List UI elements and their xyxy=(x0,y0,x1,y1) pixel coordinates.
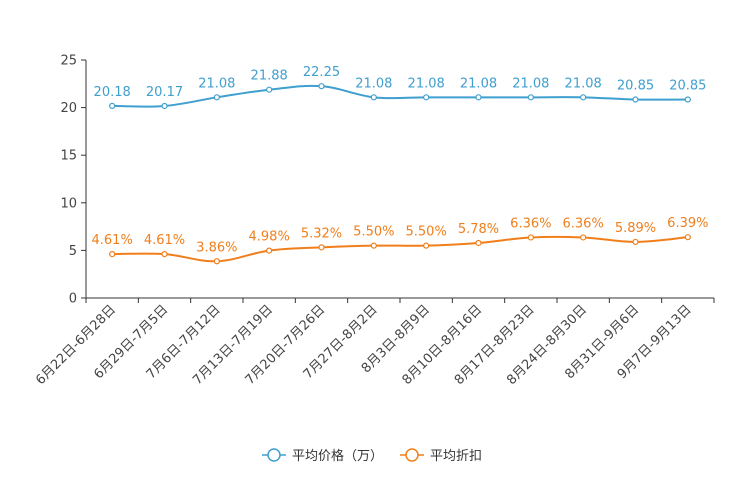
data-point xyxy=(161,102,168,110)
data-label: 5.32% xyxy=(301,226,342,241)
data-point xyxy=(527,234,534,241)
data-point xyxy=(370,94,377,101)
data-label: 4.61% xyxy=(144,233,185,248)
data-point xyxy=(213,258,220,265)
data-label: 5.50% xyxy=(406,225,447,240)
data-label: 5.50% xyxy=(353,225,394,240)
series-2: 4.61% 4.61% 3.86% 4.98% 5.32% 5.50% 5.50% 5.78%… xyxy=(92,216,708,265)
data-label: 6.36% xyxy=(510,216,551,231)
data-label: 4.98% xyxy=(249,230,290,245)
data-label: 21.08 xyxy=(198,76,235,91)
legend-item-2: 平均折扣 xyxy=(400,448,482,464)
data-point xyxy=(109,251,116,258)
y-tick-label: 5 xyxy=(69,244,77,259)
series-1: 20.18 20.17 21.08 21.88 22.25 21.08 21.08 21.08… xyxy=(94,65,706,110)
data-label: 21.08 xyxy=(355,76,392,91)
y-tick-label: 10 xyxy=(60,196,77,211)
data-point xyxy=(266,86,273,93)
data-point xyxy=(527,94,534,101)
data-label: 5.78% xyxy=(458,222,499,237)
data-point xyxy=(423,94,430,101)
data-point xyxy=(370,242,377,249)
data-point xyxy=(266,247,273,254)
data-point xyxy=(632,96,639,103)
data-label: 3.86% xyxy=(196,240,237,255)
data-point xyxy=(684,234,691,241)
legend-item-1: 平均价格（万） xyxy=(262,448,383,464)
data-label: 21.08 xyxy=(460,76,497,91)
data-label: 21.08 xyxy=(512,76,549,91)
data-label: 21.88 xyxy=(251,69,288,84)
data-point xyxy=(423,242,430,249)
data-label: 6.39% xyxy=(667,216,708,231)
data-point xyxy=(161,251,168,258)
data-point xyxy=(580,94,587,101)
series-line xyxy=(112,235,688,263)
data-point xyxy=(632,238,639,246)
data-point xyxy=(580,234,587,241)
data-point xyxy=(213,94,220,101)
data-label: 5.89% xyxy=(615,221,656,236)
y-tick-label: 25 xyxy=(60,54,77,69)
data-point xyxy=(475,94,482,101)
y-tick-label: 20 xyxy=(60,101,77,116)
legend: 平均价格（万） 平均折扣 xyxy=(262,448,482,464)
data-label: 20.85 xyxy=(669,79,706,94)
y-tick-label: 0 xyxy=(69,292,77,307)
series-layer: 20.18 20.17 21.08 21.88 22.25 21.08 21.08 21.08… xyxy=(92,65,708,265)
y-tick-label: 15 xyxy=(60,149,77,164)
data-label: 20.17 xyxy=(146,85,183,100)
legend-label: 平均折扣 xyxy=(430,449,482,464)
legend-marker xyxy=(267,448,281,462)
legend-label: 平均价格（万） xyxy=(292,448,383,464)
data-point xyxy=(109,102,116,109)
data-point xyxy=(684,96,691,103)
data-point xyxy=(318,83,325,90)
data-point xyxy=(475,239,482,247)
legend-marker xyxy=(405,448,419,462)
data-label: 21.08 xyxy=(565,76,602,91)
data-label: 22.25 xyxy=(303,65,340,80)
series-line xyxy=(112,84,688,108)
data-point xyxy=(318,244,325,251)
data-label: 20.18 xyxy=(94,85,131,100)
data-label: 6.36% xyxy=(563,216,604,231)
data-label: 4.61% xyxy=(92,233,133,248)
data-label: 20.85 xyxy=(617,79,654,94)
axes: 05101520256月22日-6月28日6月29日-7月5日7月6日-7月12… xyxy=(33,54,715,388)
data-label: 21.08 xyxy=(408,76,445,91)
